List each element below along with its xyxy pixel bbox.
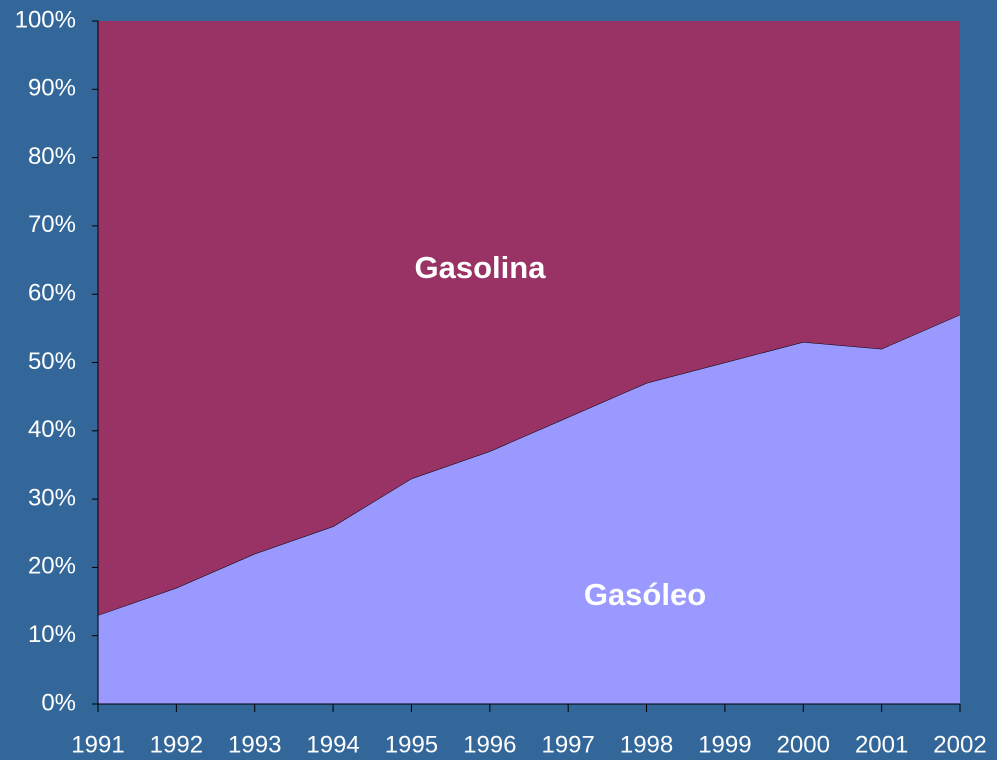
x-tick-label: 1996 (463, 731, 516, 758)
x-tick-label: 1992 (150, 731, 203, 758)
area (98, 21, 960, 616)
x-tick-label: 1993 (228, 731, 281, 758)
x-tick-label: 1995 (385, 731, 438, 758)
x-tick-label: 1999 (698, 731, 751, 758)
y-tick-label: 40% (28, 416, 76, 443)
y-tick-label: 70% (28, 211, 76, 238)
series-label: Gasóleo (584, 577, 706, 612)
x-tick-label: 1997 (541, 731, 594, 758)
y-tick-label: 0% (41, 689, 76, 716)
x-tick-label: 2002 (933, 731, 986, 758)
y-tick-label: 50% (28, 348, 76, 375)
x-tick-label: 1998 (620, 731, 673, 758)
y-tick-label: 100% (15, 6, 76, 33)
x-tick-label: 2000 (777, 731, 830, 758)
x-tick-label: 1991 (71, 731, 124, 758)
series-label: Gasolina (415, 250, 547, 285)
y-tick-label: 30% (28, 484, 76, 511)
area (98, 314, 960, 704)
y-tick-label: 80% (28, 143, 76, 170)
y-tick-label: 10% (28, 621, 76, 648)
x-tick-label: 1994 (306, 731, 359, 758)
x-tick-label: 2001 (855, 731, 908, 758)
y-tick-label: 60% (28, 280, 76, 307)
y-tick-label: 20% (28, 553, 76, 580)
y-tick-label: 90% (28, 75, 76, 102)
